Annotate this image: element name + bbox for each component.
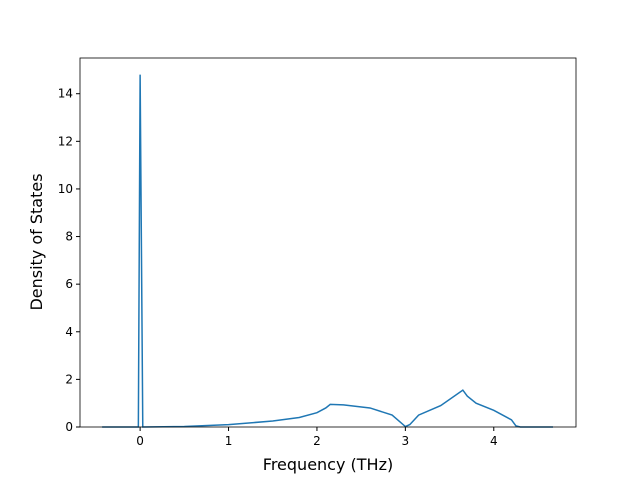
x-axis-label: Frequency (THz)	[263, 455, 393, 474]
y-tick-label: 8	[65, 230, 73, 244]
y-tick-label: 2	[65, 372, 73, 386]
y-tick-label: 6	[65, 277, 73, 291]
y-tick-label: 0	[65, 420, 73, 434]
x-tick-label: 1	[225, 434, 233, 448]
x-tick-label: 2	[313, 434, 321, 448]
y-tick-label: 14	[58, 87, 73, 101]
axes-frame	[79, 57, 577, 428]
line	[102, 74, 554, 428]
x-tick-label: 0	[136, 434, 144, 448]
y-tick-label: 12	[58, 134, 73, 148]
y-tick-label: 4	[65, 325, 73, 339]
y-axis-label: Density of States	[27, 173, 46, 310]
x-tick-label: 3	[402, 434, 410, 448]
y-tick-label: 10	[58, 182, 73, 196]
x-tick-label: 4	[490, 434, 498, 448]
